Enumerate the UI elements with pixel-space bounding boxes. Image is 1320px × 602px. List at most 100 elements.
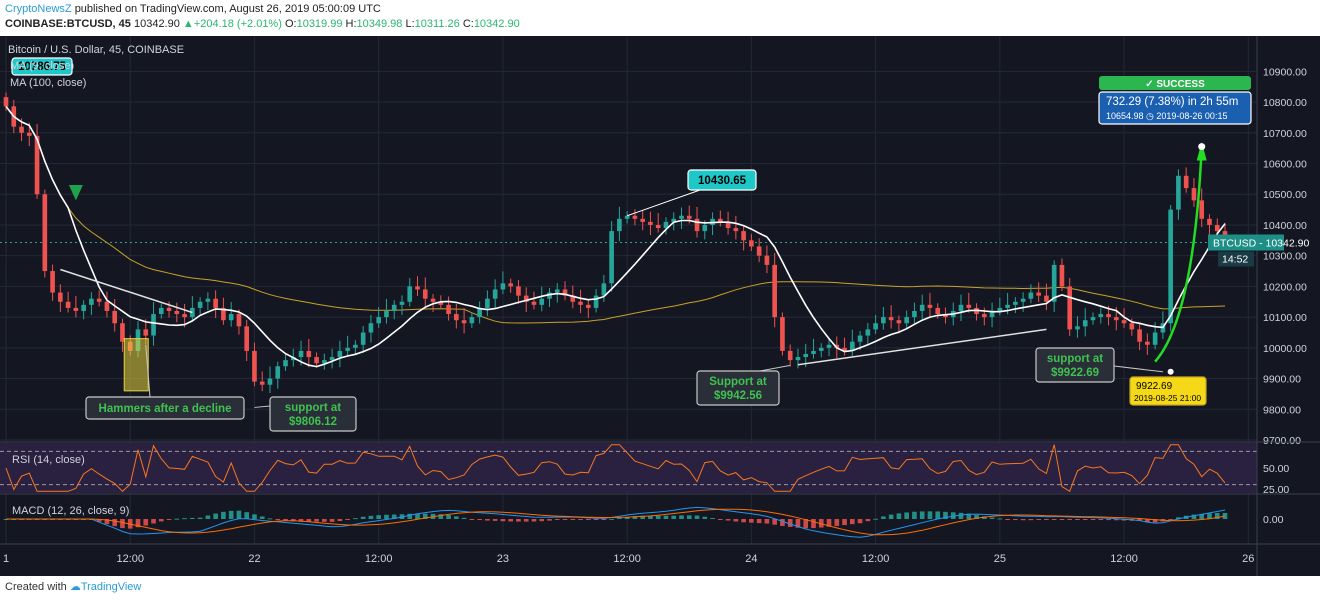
candle-down bbox=[65, 301, 71, 308]
candle-down bbox=[42, 194, 48, 272]
macd-histogram-bar bbox=[935, 511, 941, 519]
resistance-trendline bbox=[60, 268, 193, 314]
macd-histogram-bar bbox=[694, 515, 700, 519]
candle-down bbox=[640, 218, 645, 222]
macd-histogram-bar bbox=[477, 519, 482, 520]
time-tick-label: 23 bbox=[497, 553, 509, 565]
macd-histogram-bar bbox=[787, 519, 793, 527]
low-label: L: bbox=[405, 18, 415, 30]
signal-line bbox=[6, 508, 1226, 536]
candle-down bbox=[686, 215, 692, 219]
publish-text: published on TradingView.com, August 26,… bbox=[74, 3, 381, 15]
macd-histogram-bar bbox=[958, 512, 964, 519]
macd-histogram-bar bbox=[446, 515, 451, 519]
candle-down bbox=[508, 283, 513, 287]
candle-down bbox=[50, 271, 55, 293]
hammer-highlight bbox=[123, 338, 149, 392]
macd-histogram-bar bbox=[702, 516, 708, 519]
target-marker-dot bbox=[1198, 143, 1206, 151]
macd-histogram-bar bbox=[811, 519, 816, 529]
candle-up bbox=[865, 329, 871, 336]
candle-down bbox=[430, 298, 436, 302]
candle-down bbox=[516, 286, 521, 296]
macd-histogram-bar bbox=[290, 519, 296, 522]
candle-up bbox=[469, 317, 475, 324]
high-value: 10349.98 bbox=[356, 18, 403, 30]
annotation-box bbox=[696, 370, 780, 406]
macd-histogram-bar bbox=[1113, 519, 1119, 521]
macd-histogram-bar bbox=[865, 519, 871, 522]
macd-histogram-bar bbox=[283, 519, 288, 521]
macd-histogram-bar bbox=[578, 519, 583, 520]
candle-up bbox=[477, 307, 482, 318]
candle-down bbox=[213, 298, 218, 308]
time-tick-label: 24 bbox=[745, 553, 757, 565]
candle-up bbox=[89, 298, 94, 305]
macd-histogram-bar bbox=[795, 519, 801, 528]
candle-down bbox=[174, 310, 180, 315]
low-marker-date: 2019-08-25 21:00 bbox=[1134, 393, 1201, 403]
annotation-box bbox=[1035, 347, 1115, 383]
candle-up bbox=[353, 344, 358, 348]
candle-up bbox=[919, 304, 925, 311]
ohlc-legend: COINBASE:BTCUSD, 45 10342.90 ▲+204.18 (+… bbox=[5, 18, 520, 30]
macd-histogram-bar bbox=[1152, 519, 1158, 523]
close-label: C: bbox=[462, 18, 474, 30]
low-value: 10311.26 bbox=[414, 18, 460, 30]
candle-down bbox=[422, 289, 428, 299]
candle-up bbox=[81, 304, 86, 311]
candle-up bbox=[803, 353, 809, 358]
candle-up bbox=[205, 298, 211, 302]
candle-up bbox=[329, 357, 335, 361]
macd-histogram-bar bbox=[197, 517, 203, 519]
ma-100-line bbox=[5, 106, 1226, 324]
macd-histogram-bar bbox=[454, 516, 459, 519]
macd-histogram-bar bbox=[151, 519, 156, 524]
down-arrow-icon bbox=[68, 185, 83, 201]
price-change: +204.18 (+2.01%) bbox=[193, 18, 282, 30]
macd-histogram-bar bbox=[236, 510, 242, 519]
ma-9-line bbox=[5, 105, 1226, 368]
candle-down bbox=[981, 314, 987, 318]
macd-histogram-bar bbox=[873, 518, 878, 520]
candle-down bbox=[112, 310, 118, 324]
candle-down bbox=[306, 350, 312, 358]
candle-down bbox=[787, 350, 793, 361]
candle-down bbox=[935, 307, 941, 315]
candle-up bbox=[601, 283, 607, 296]
tradingview-link[interactable]: TradingView bbox=[80, 581, 142, 593]
macd-histogram-bar bbox=[345, 519, 350, 520]
candle-up bbox=[958, 304, 964, 311]
macd-histogram-bar bbox=[857, 519, 863, 524]
close-value: 10342.90 bbox=[473, 18, 520, 30]
macd-histogram-bar bbox=[671, 515, 677, 519]
macd-histogram-bar bbox=[1199, 513, 1205, 519]
created-with-text: Created with bbox=[5, 581, 67, 593]
macd-histogram-bar bbox=[1137, 519, 1142, 521]
candle-down bbox=[725, 221, 731, 229]
macd-histogram-bar bbox=[166, 519, 172, 520]
support-callout-text: support at bbox=[1047, 353, 1103, 365]
candle-down bbox=[1129, 323, 1135, 330]
chart-title: Bitcoin / U.S. Dollar, 45, COINBASE bbox=[8, 44, 184, 56]
price-tick-label: 10900.00 bbox=[1263, 66, 1307, 78]
low-marker-value: 9922.69 bbox=[1136, 381, 1173, 392]
macd-histogram-bar bbox=[1106, 519, 1111, 521]
ma-long-legend: MA (100, close) bbox=[10, 77, 86, 89]
candle-up bbox=[345, 347, 350, 351]
candle-down bbox=[3, 97, 9, 107]
candle-down bbox=[1121, 320, 1127, 324]
candle-down bbox=[1036, 292, 1041, 296]
macd-histogram-bar bbox=[298, 519, 304, 522]
candle-down bbox=[943, 314, 948, 318]
ma-9-path bbox=[5, 105, 1226, 368]
author-link[interactable]: CryptoNewsZ bbox=[5, 3, 72, 15]
candle-up bbox=[1075, 326, 1080, 330]
macd-histogram-bar bbox=[252, 514, 257, 519]
annotation-box bbox=[1129, 376, 1207, 406]
candle-down bbox=[749, 240, 754, 247]
candle-down bbox=[1191, 188, 1197, 201]
macd-histogram-bar bbox=[1090, 519, 1096, 520]
macd-histogram-bar bbox=[1028, 519, 1034, 521]
price-chart[interactable]: 10786.75 10430.65 Hammers after a decline s… bbox=[0, 36, 1320, 576]
